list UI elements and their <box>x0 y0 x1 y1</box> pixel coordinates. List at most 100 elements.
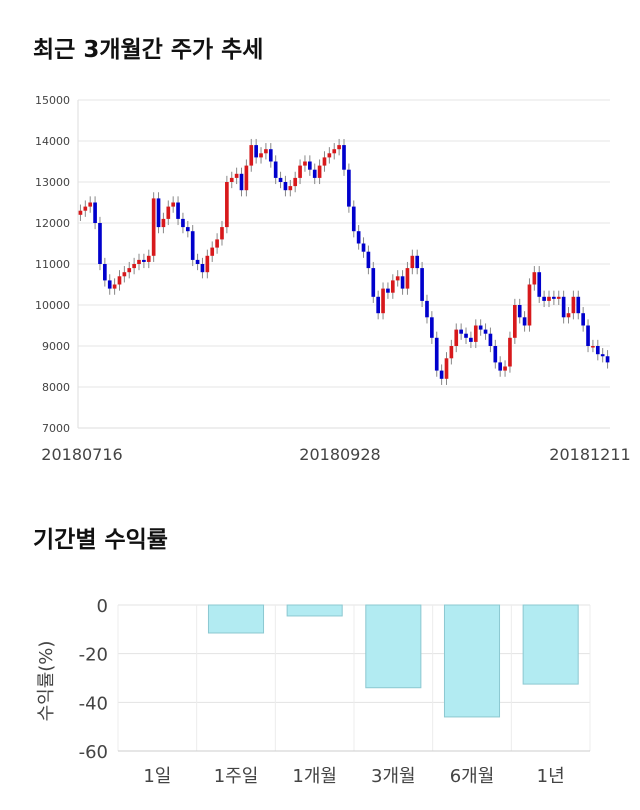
price-trend-title: 최근 3개월간 주가 추세 <box>33 37 264 63</box>
return-bar <box>207 604 265 634</box>
candlestick-chart: 15000 14000 13000 12000 11000 10000 9000 8000 70… <box>35 94 631 464</box>
candle-body <box>552 296 556 299</box>
candle-body <box>488 333 493 346</box>
candle-body <box>381 288 385 314</box>
candle-body <box>425 300 429 318</box>
candle-body <box>371 268 376 297</box>
candle-body <box>137 259 141 264</box>
candle-body <box>376 296 380 314</box>
candle-body <box>234 173 239 178</box>
candle-body <box>312 169 317 178</box>
y-tick-label: 9000 <box>42 340 70 353</box>
y-tick-label: -40 <box>79 693 108 714</box>
x-tick-label: 3개월 <box>371 766 416 787</box>
candle-body <box>503 366 507 371</box>
candle-body <box>478 325 483 330</box>
y-tick-label: 12000 <box>35 217 70 230</box>
y-tick-label: -20 <box>79 645 108 666</box>
returns-bar-chart: 0 -20 -40 -60 1일 1주일 1개월 3개월 6개월 1년 수익률(%) <box>36 596 591 787</box>
candle-body <box>200 264 205 273</box>
candle-body <box>342 145 346 170</box>
candle-body <box>293 177 298 187</box>
candle-body <box>132 264 136 269</box>
candle-body <box>415 255 420 269</box>
candle-body <box>205 255 210 273</box>
candle-body <box>532 272 537 285</box>
candle-body <box>176 202 180 219</box>
candle-body <box>127 268 132 273</box>
candle-body <box>386 288 390 293</box>
candle-body <box>566 313 571 318</box>
candle-body <box>298 165 302 178</box>
x-tick-label: 20181211 <box>549 445 630 464</box>
candle-body <box>420 268 424 301</box>
candle-body <box>473 325 478 342</box>
candle-body <box>390 280 395 293</box>
candle-body <box>498 362 503 371</box>
candle-body <box>439 370 444 379</box>
candle-body <box>322 157 327 166</box>
candle-body <box>181 218 185 228</box>
candle-body <box>317 165 322 178</box>
candle-body <box>156 198 161 228</box>
candle-body <box>449 346 454 359</box>
y-tick-label: -60 <box>79 742 108 763</box>
y-tick-label: 8000 <box>42 381 70 394</box>
candle-body <box>493 346 498 363</box>
candle-body <box>600 354 605 357</box>
candle-body <box>244 165 249 191</box>
candle-body <box>469 337 473 342</box>
candle-body <box>283 182 288 191</box>
returns-title: 기간별 수익률 <box>33 527 168 553</box>
y-tick-label: 11000 <box>35 258 70 271</box>
candle-body <box>405 268 410 289</box>
candle-body <box>78 210 83 215</box>
candle-body <box>327 153 332 158</box>
candle-body <box>512 305 517 338</box>
candle-body <box>366 251 371 269</box>
candle-body <box>308 161 312 170</box>
return-bar <box>522 604 579 685</box>
candle-body <box>210 247 215 256</box>
candle-body <box>459 329 463 334</box>
candle-body <box>527 284 532 326</box>
candle-body <box>522 317 527 326</box>
candle-body <box>517 305 522 318</box>
candle-body <box>225 182 229 228</box>
candle-body <box>430 317 434 338</box>
candle-body <box>434 337 439 371</box>
y-tick-label: 14000 <box>35 135 70 148</box>
candle-body <box>464 333 468 338</box>
x-tick-label: 1개월 <box>292 766 337 787</box>
candle-body <box>410 255 415 269</box>
candle-body <box>591 346 595 348</box>
y-tick-label: 15000 <box>35 94 70 107</box>
candle-body <box>151 198 156 256</box>
candle-body <box>93 202 97 223</box>
candle-body <box>273 161 278 178</box>
candle-body <box>146 255 151 262</box>
candle-body <box>220 227 224 240</box>
candle-body <box>185 227 190 232</box>
candle-body <box>190 231 195 260</box>
y-axis-label: 수익률(%) <box>36 641 57 722</box>
candle-body <box>576 296 581 314</box>
candle-body <box>98 223 102 264</box>
candle-body <box>581 313 585 326</box>
candle-body <box>171 202 176 207</box>
candle-body <box>351 206 356 232</box>
candle-body <box>166 206 171 219</box>
candle-body <box>605 356 610 363</box>
candle-body <box>542 296 546 301</box>
candle-body <box>508 337 512 367</box>
y-tick-label: 13000 <box>35 176 70 189</box>
candle-body <box>400 276 405 289</box>
candle-body <box>88 202 93 207</box>
return-bar <box>365 604 422 689</box>
candle-body <box>249 145 254 166</box>
candle-body <box>595 346 600 355</box>
candle-body <box>142 259 146 262</box>
candle-body <box>103 264 107 281</box>
candle-body <box>268 149 273 162</box>
candle-body <box>122 272 127 277</box>
